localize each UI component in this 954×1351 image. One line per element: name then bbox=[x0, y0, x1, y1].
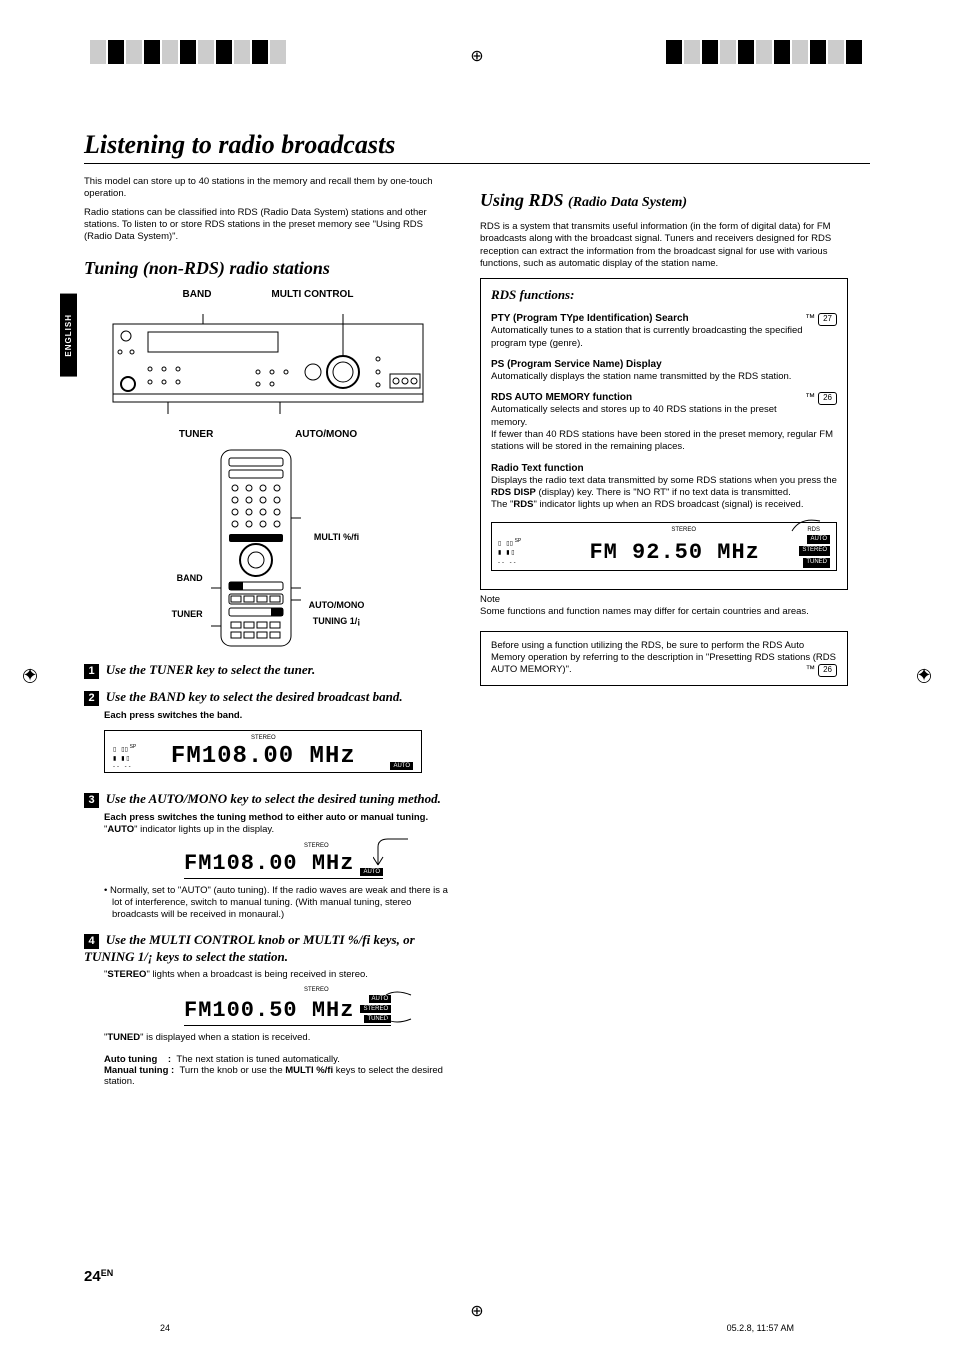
box-heading: RDS functions: bbox=[491, 287, 837, 304]
right-column: Using RDS (Radio Data System) RDS is a s… bbox=[480, 176, 848, 1087]
callout-icon bbox=[373, 837, 413, 867]
diagram-label: AUTO/MONO bbox=[295, 429, 357, 440]
section-heading: Tuning (non-RDS) radio stations bbox=[84, 258, 452, 279]
rds-text: Displays the radio text data transmitted… bbox=[491, 475, 837, 500]
section-heading: Using RDS (Radio Data System) bbox=[480, 190, 848, 211]
page-number: 24EN bbox=[84, 1268, 113, 1285]
receiver-icon bbox=[108, 304, 428, 424]
bullet-text: • Normally, set to "AUTO" (auto tuning).… bbox=[104, 885, 452, 922]
step-title: Use the MULTI CONTROL knob or MULTI %/fi… bbox=[84, 932, 415, 964]
step-number: 4 bbox=[84, 934, 99, 949]
callout-icon bbox=[790, 513, 830, 533]
registration-marks-top: ⊕ bbox=[0, 40, 954, 66]
step-number: 1 bbox=[84, 664, 99, 679]
step-body: Each press switches the tuning method to… bbox=[104, 812, 452, 824]
rds-subheading: PTY (Program TYpe Identification) Search… bbox=[491, 312, 837, 325]
rds-text: If fewer than 40 RDS stations have been … bbox=[491, 429, 837, 454]
diagram-label: BAND bbox=[183, 289, 212, 300]
tuning-definitions: Auto tuning : The next station is tuned … bbox=[104, 1054, 452, 1087]
step-title: Use the AUTO/MONO key to select the desi… bbox=[106, 791, 441, 806]
intro-text: Radio stations can be classified into RD… bbox=[84, 207, 452, 244]
lcd-display: ▯ ▯▯ SP ▮ ▮ ▯ -- -- STEREO FM108.00 MHz … bbox=[104, 730, 422, 773]
target-icon: ✦ bbox=[910, 662, 938, 690]
lcd-frequency: FM100.50 MHz bbox=[184, 998, 354, 1023]
step-number: 2 bbox=[84, 691, 99, 706]
rds-text: Automatically displays the station name … bbox=[491, 371, 837, 383]
rds-subheading: RDS AUTO MEMORY function ™26 bbox=[491, 391, 837, 404]
crosshair-icon: ⊕ bbox=[470, 1301, 483, 1321]
note-block: Note Some functions and function names m… bbox=[480, 594, 848, 619]
step: 2 Use the BAND key to select the desired… bbox=[84, 689, 452, 706]
lcd-frequency: FM108.00 MHz bbox=[184, 851, 354, 876]
step: 4 Use the MULTI CONTROL knob or MULTI %/… bbox=[84, 932, 452, 965]
remote-labels-left: BAND TUNER bbox=[164, 473, 211, 623]
lcd-display: STEREO FM100.50 MHz AUTO STEREO TUNED bbox=[184, 987, 391, 1026]
note-text: "STEREO" lights when a broadcast is bein… bbox=[104, 969, 452, 981]
step-title: Use the BAND key to select the desired b… bbox=[106, 689, 403, 704]
remote-icon bbox=[211, 448, 301, 648]
lcd-frequency: FM108.00 MHz bbox=[144, 743, 382, 770]
step: 3 Use the AUTO/MONO key to select the de… bbox=[84, 791, 452, 808]
remote-labels-right: MULTI %/fi AUTO/MONO TUNING 1/¡ bbox=[301, 466, 373, 630]
diagram-label: TUNER bbox=[179, 429, 213, 440]
step-number: 3 bbox=[84, 793, 99, 808]
rds-text: The "RDS" indicator lights up when an RD… bbox=[491, 499, 837, 511]
info-box: Before using a function utilizing the RD… bbox=[480, 631, 848, 686]
callout-icon bbox=[381, 987, 421, 1027]
intro-text: RDS is a system that transmits useful in… bbox=[480, 221, 848, 270]
footer-meta: 24 05.2.8, 11:57 AM bbox=[0, 1323, 954, 1333]
step-body: Each press switches the band. bbox=[104, 710, 452, 722]
rds-subheading: PS (Program Service Name) Display bbox=[491, 358, 837, 371]
crosshair-icon: ⊕ bbox=[470, 46, 483, 66]
language-tab: ENGLISH bbox=[60, 294, 77, 377]
intro-text: This model can store up to 40 stations i… bbox=[84, 176, 452, 201]
page-title: Listening to radio broadcasts bbox=[84, 130, 870, 164]
step: 1 Use the TUNER key to select the tuner. bbox=[84, 662, 452, 679]
page: ⊕ ✦ ✦ ENGLISH Listening to radio broadca… bbox=[0, 0, 954, 1351]
lcd-display: ▯ ▯▯ SP ▮ ▮ ▯ -- -- STEREO RDS F bbox=[491, 522, 837, 571]
rds-functions-box: RDS functions: PTY (Program TYpe Identif… bbox=[480, 278, 848, 590]
device-diagram: BAND MULTI CONTROL bbox=[84, 289, 452, 648]
left-column: This model can store up to 40 stations i… bbox=[84, 176, 452, 1087]
rds-text: Automatically selects and stores up to 4… bbox=[491, 404, 837, 429]
rds-text: Automatically tunes to a station that is… bbox=[491, 325, 837, 350]
step-title: Use the TUNER key to select the tuner. bbox=[106, 662, 315, 677]
diagram-label: MULTI CONTROL bbox=[271, 289, 353, 300]
lcd-display: STEREO FM108.00 MHz AUTO bbox=[184, 843, 383, 879]
rds-subheading: Radio Text function bbox=[491, 462, 837, 475]
lcd-frequency: FM 92.50 MHz bbox=[550, 539, 799, 568]
note-text: "AUTO" indicator lights up in the displa… bbox=[104, 824, 452, 836]
note-text: "TUNED" is displayed when a station is r… bbox=[104, 1032, 452, 1044]
target-icon: ✦ bbox=[16, 662, 44, 690]
